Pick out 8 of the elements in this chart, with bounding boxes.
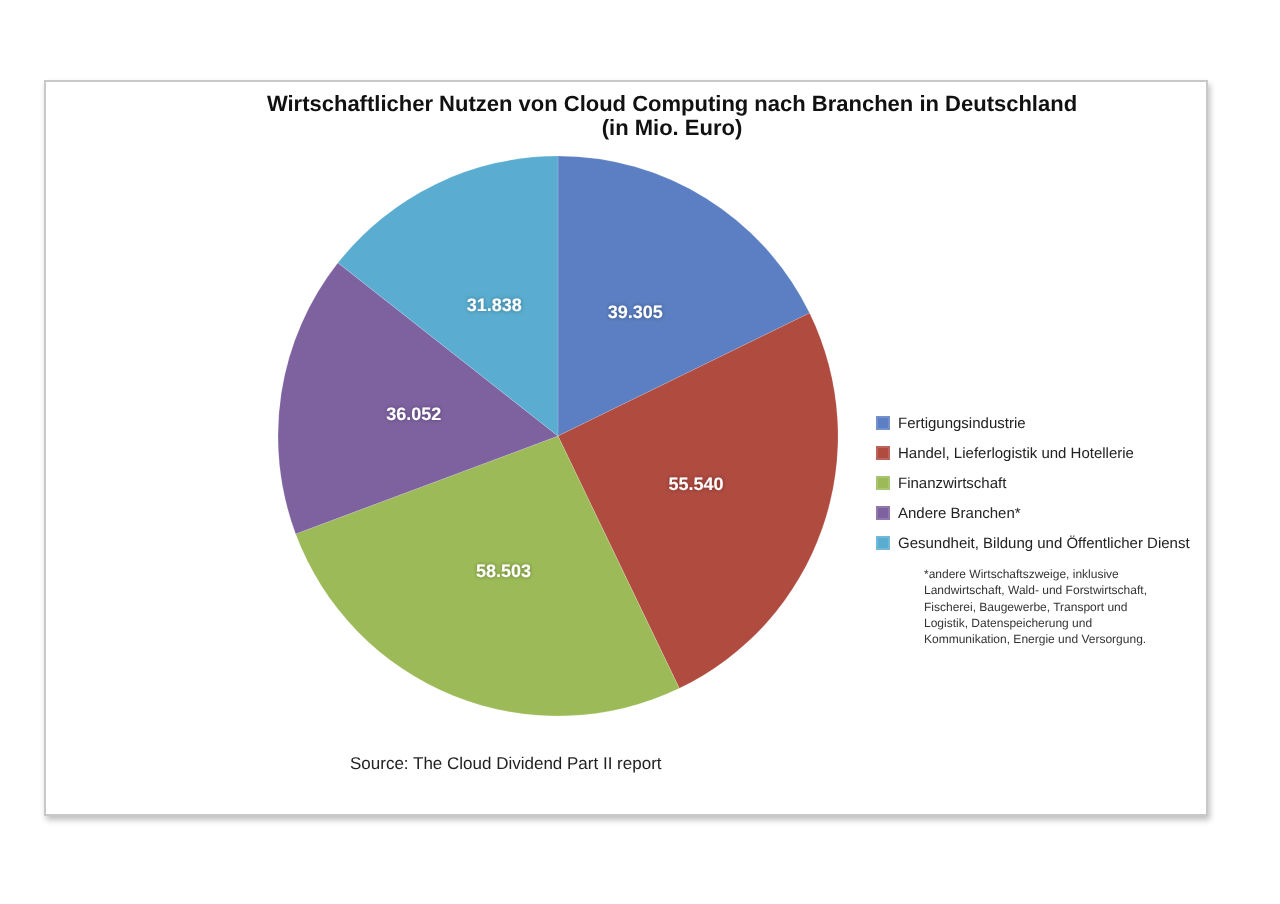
chart-title: Wirtschaftlicher Nutzen von Cloud Computing nach Branchen in Deutschland bbox=[266, 93, 1078, 117]
data-label: 39.305 bbox=[607, 302, 663, 323]
data-label: 31.838 bbox=[466, 294, 522, 315]
chart-subtitle: (in Mio. Euro) bbox=[601, 117, 743, 141]
data-label: 58.503 bbox=[475, 561, 531, 582]
source-note: Source: The Cloud Dividend Part II report bbox=[350, 753, 663, 774]
data-label: 36.052 bbox=[386, 403, 442, 424]
data-label: 55.540 bbox=[668, 473, 724, 494]
